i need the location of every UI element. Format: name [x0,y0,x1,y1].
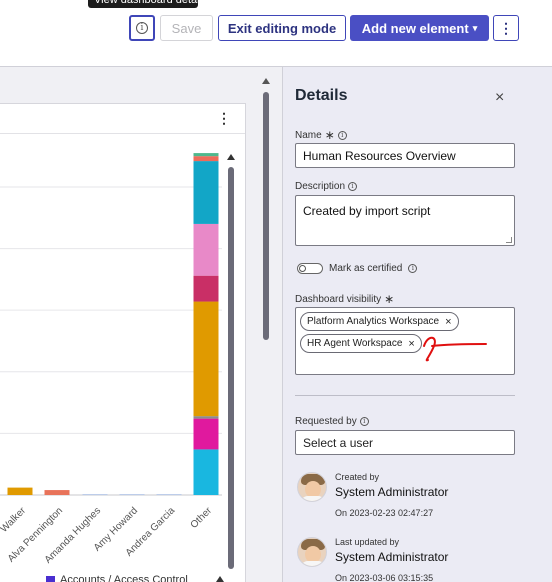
chart-scrollbar[interactable] [228,167,234,569]
visibility-multiselect[interactable]: Platform Analytics Workspace × HR Agent … [295,307,515,375]
created-on: On 2023-02-23 02:47:27 [335,508,434,518]
bar-segment[interactable] [193,418,219,450]
description-label-text: Description [295,181,346,192]
description-value: Created by import script [303,204,431,218]
bar-segment[interactable] [156,494,182,496]
bar-segment[interactable] [193,153,219,157]
info-icon: i [408,264,418,273]
legend-scroll-up-icon[interactable] [216,576,224,582]
details-title: Details [295,87,348,104]
name-label-text: Name [295,129,322,141]
created-by-label: Created by [335,472,380,482]
updated-by-name[interactable]: System Administrator [335,550,449,564]
add-new-element-button[interactable]: Add new element ▾ [350,15,489,41]
description-label: Description i [295,181,358,192]
requested-by-label-text: Requested by [295,416,357,427]
bar-segment[interactable] [7,487,33,495]
bar-segment[interactable] [193,275,219,302]
remove-chip-icon[interactable]: × [445,315,452,328]
updated-by-row: Last updated by System Administrator On … [297,537,448,582]
kebab-icon: ⋮ [499,20,513,36]
certified-label: Mark as certified [329,263,403,274]
chart-legend: Accounts / Access Control [46,574,188,582]
certified-toggle-row: Mark as certified i [297,263,418,274]
visibility-label-text: Dashboard visibility [295,293,382,305]
bar-segment[interactable] [193,416,219,419]
bar-segment[interactable] [193,223,219,276]
info-icon: i [337,130,347,140]
avatar [297,472,327,502]
page-scroll-up-icon[interactable] [262,78,270,84]
cursor-scribble-annotation [423,336,487,362]
toggle-knob [299,265,306,272]
description-textarea[interactable]: Created by import script [295,195,515,246]
avatar [297,537,327,567]
info-icon: i [136,22,148,34]
bar-segment[interactable] [44,490,70,495]
add-new-element-label: Add new element [361,20,469,36]
required-icon: ∗ [384,292,395,306]
bar-segment[interactable] [193,449,219,495]
x-tick-label: Other [189,505,215,531]
info-tooltip: View dashboard details [88,0,198,8]
close-icon[interactable]: × [495,89,505,106]
visibility-chip: Platform Analytics Workspace × [300,312,459,331]
exit-editing-mode-button[interactable]: Exit editing mode [218,15,346,41]
remove-chip-icon[interactable]: × [408,337,415,350]
bar-segment[interactable] [193,161,219,224]
requested-by-label: Requested by i [295,416,369,427]
section-divider [295,395,515,396]
chart-card-header: ⋮ [0,104,245,134]
updated-by-label: Last updated by [335,537,400,547]
info-icon: i [348,182,358,191]
created-by-meta: Created by System Administrator On 2023-… [335,472,448,518]
requested-by-input[interactable]: Select a user [295,430,515,455]
resize-grip-icon[interactable] [506,237,512,243]
info-icon: i [359,417,369,426]
certified-toggle[interactable] [297,263,323,274]
chip-label: Platform Analytics Workspace [307,316,440,327]
top-toolbar: View dashboard details i Save Exit editi… [0,0,552,66]
visibility-chip: HR Agent Workspace × [300,334,422,353]
bar-segment[interactable] [82,494,108,496]
updated-on: On 2023-03-06 03:15:35 [335,573,434,582]
bar-segment[interactable] [119,494,145,496]
more-options-button[interactable]: ⋮ [493,15,519,41]
chart-scroll-up-icon[interactable] [227,154,235,160]
chip-label: HR Agent Workspace [307,338,403,349]
legend-swatch [46,575,55,582]
card-menu-icon[interactable]: ⋮ [217,110,231,126]
bar-segment[interactable] [193,301,219,417]
created-by-name[interactable]: System Administrator [335,485,449,499]
x-tick-label: Walker [0,505,29,535]
updated-by-meta: Last updated by System Administrator On … [335,537,448,582]
legend-label: Accounts / Access Control [60,574,188,582]
dashboard-details-button[interactable]: i [129,15,155,41]
name-input[interactable]: Human Resources Overview [295,143,515,168]
bar-segment[interactable] [193,156,219,162]
caret-down-icon: ▾ [472,22,478,33]
created-by-row: Created by System Administrator On 2023-… [297,472,448,518]
name-label: Name ∗ i [295,128,347,142]
details-panel: Details × Name ∗ i Human Resources Overv… [282,66,552,582]
save-button[interactable]: Save [160,15,213,41]
required-icon: ∗ [324,128,335,142]
page-scrollbar[interactable] [263,92,269,340]
visibility-label: Dashboard visibility ∗ [295,292,394,306]
